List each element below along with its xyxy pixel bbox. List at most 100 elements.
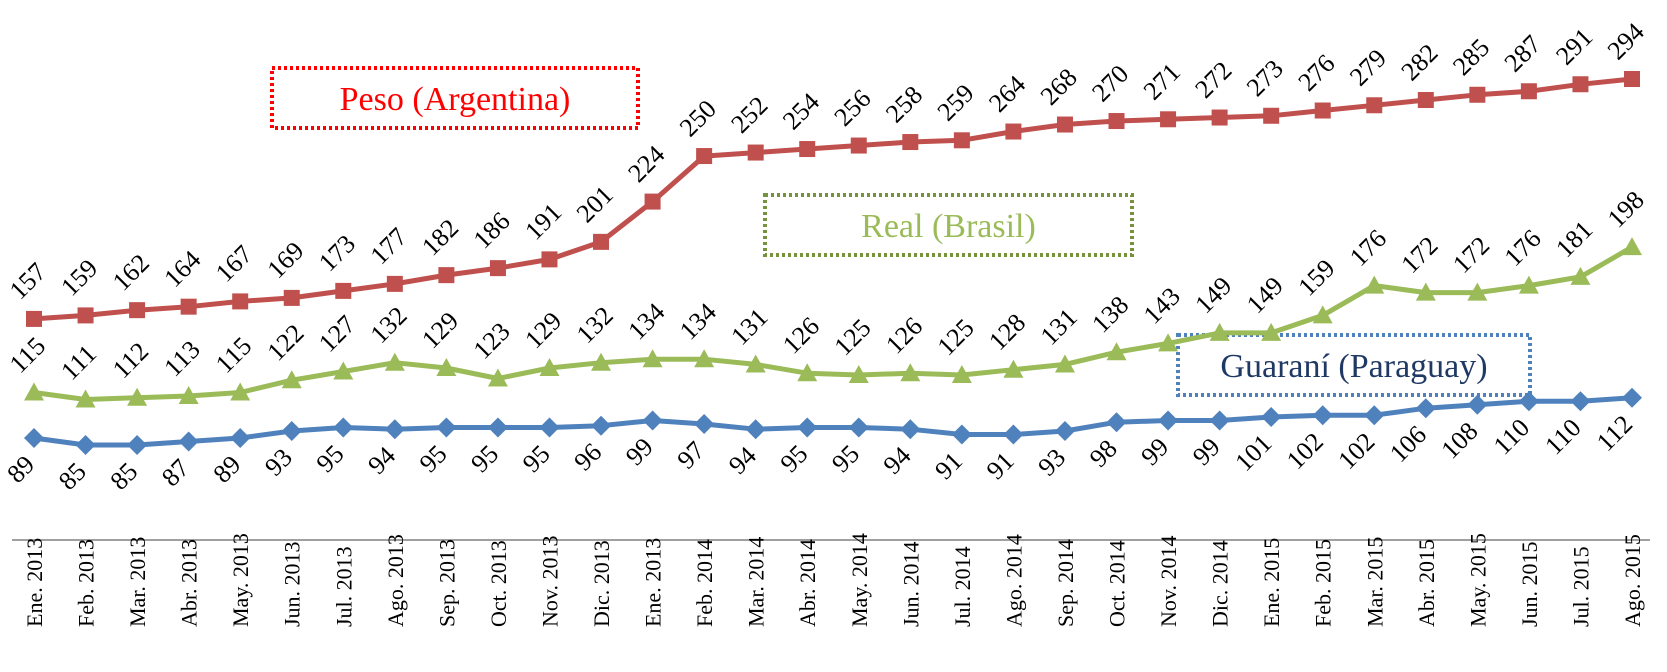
marker-real-brasil-26 (1364, 275, 1385, 294)
x-tick-label-23: Dic. 2014 (1208, 540, 1233, 627)
x-tick-label-2: Mar. 2013 (125, 537, 150, 627)
x-tick-label-24: Ene. 2015 (1259, 538, 1284, 627)
marker-peso-argentina-18 (953, 132, 970, 149)
data-label-real-brasil-12: 134 (622, 297, 670, 345)
marker-real-brasil-8 (436, 357, 457, 376)
data-label-guarani-paraguay-20: 93 (1032, 443, 1071, 482)
data-label-guarani-paraguay-4: 89 (208, 450, 247, 489)
marker-guarani-paraguay-24 (1261, 406, 1282, 427)
marker-guarani-paraguay-10 (539, 417, 560, 438)
data-label-guarani-paraguay-7: 94 (362, 441, 401, 480)
marker-guarani-paraguay-20 (1054, 420, 1075, 441)
data-label-peso-argentina-16: 256 (829, 84, 877, 132)
data-label-real-brasil-11: 132 (571, 301, 619, 349)
marker-real-brasil-11 (591, 352, 612, 371)
marker-guarani-paraguay-28 (1467, 394, 1488, 415)
marker-guarani-paraguay-11 (591, 415, 612, 436)
x-tick-label-26: Mar. 2015 (1362, 537, 1387, 627)
data-label-real-brasil-27: 172 (1396, 231, 1444, 279)
x-tick-label-3: Abr. 2013 (177, 539, 202, 627)
data-label-peso-argentina-3: 164 (158, 245, 206, 293)
x-tick-label-25: Feb. 2015 (1311, 539, 1336, 627)
data-label-peso-argentina-28: 285 (1447, 33, 1495, 81)
marker-real-brasil-9 (487, 368, 508, 387)
marker-guarani-paraguay-22 (1158, 410, 1179, 431)
x-tick-label-9: Oct. 2013 (486, 540, 511, 627)
marker-guarani-paraguay-8 (436, 417, 457, 438)
marker-real-brasil-3 (178, 385, 199, 404)
marker-real-brasil-19 (1003, 359, 1024, 378)
data-label-guarani-paraguay-3: 87 (156, 453, 195, 492)
marker-guarani-paraguay-29 (1518, 391, 1539, 412)
marker-real-brasil-5 (281, 370, 302, 389)
data-label-guarani-paraguay-15: 95 (775, 439, 814, 478)
data-label-real-brasil-7: 132 (365, 301, 413, 349)
data-label-real-brasil-23: 149 (1189, 271, 1237, 319)
x-tick-label-5: Jun. 2013 (280, 541, 305, 627)
x-tick-label-8: Sep. 2013 (434, 539, 459, 627)
data-label-real-brasil-13: 134 (674, 297, 722, 345)
data-label-peso-argentina-29: 287 (1499, 29, 1547, 77)
marker-peso-argentina-24 (1263, 107, 1280, 124)
data-label-real-brasil-31: 198 (1602, 185, 1650, 233)
marker-guarani-paraguay-7 (384, 419, 405, 440)
x-tick-label-31: Ago. 2015 (1620, 534, 1645, 627)
marker-peso-argentina-7 (386, 275, 403, 292)
legend-box-peso-argentina (270, 66, 640, 130)
data-label-real-brasil-24: 149 (1241, 271, 1289, 319)
data-label-peso-argentina-13: 250 (674, 94, 722, 142)
x-tick-label-11: Dic. 2013 (589, 540, 614, 627)
data-label-peso-argentina-12: 224 (622, 140, 670, 188)
data-label-real-brasil-4: 115 (210, 331, 257, 378)
data-label-peso-argentina-31: 294 (1602, 17, 1650, 65)
marker-peso-argentina-13 (696, 148, 713, 165)
data-label-real-brasil-10: 129 (519, 306, 567, 354)
x-tick-label-22: Nov. 2014 (1156, 536, 1181, 627)
data-label-real-brasil-9: 123 (468, 317, 516, 365)
marker-peso-argentina-19 (1005, 123, 1022, 140)
data-label-peso-argentina-11: 201 (571, 180, 619, 228)
data-label-peso-argentina-18: 259 (932, 78, 980, 126)
marker-peso-argentina-14 (747, 144, 764, 161)
marker-guarani-paraguay-14 (745, 419, 766, 440)
marker-real-brasil-25 (1312, 305, 1333, 324)
marker-real-brasil-21 (1106, 342, 1127, 361)
marker-guarani-paraguay-18 (951, 424, 972, 445)
marker-peso-argentina-0 (26, 310, 42, 327)
marker-real-brasil-2 (127, 387, 148, 406)
marker-guarani-paraguay-21 (1106, 412, 1127, 433)
data-label-guarani-paraguay-12: 99 (620, 432, 659, 471)
x-tick-label-15: Abr. 2014 (795, 539, 820, 627)
data-label-guarani-paraguay-0: 89 (1, 450, 40, 489)
x-tick-label-29: Jun. 2015 (1517, 541, 1542, 627)
data-label-guarani-paraguay-24: 101 (1229, 429, 1277, 477)
data-label-peso-argentina-27: 282 (1396, 38, 1444, 86)
marker-peso-argentina-25 (1314, 102, 1331, 119)
data-label-peso-argentina-1: 159 (55, 254, 103, 302)
data-label-real-brasil-6: 127 (313, 310, 361, 358)
x-tick-label-0: Ene. 2013 (22, 538, 47, 627)
data-label-real-brasil-2: 112 (107, 337, 154, 384)
marker-real-brasil-17 (900, 363, 921, 382)
data-label-real-brasil-18: 125 (932, 313, 980, 361)
marker-peso-argentina-26 (1366, 97, 1383, 114)
marker-guarani-paraguay-17 (900, 419, 921, 440)
data-label-real-brasil-3: 113 (158, 335, 205, 382)
marker-peso-argentina-28 (1469, 86, 1486, 103)
data-label-real-brasil-16: 125 (829, 313, 877, 361)
x-tick-label-7: Ago. 2013 (383, 534, 408, 627)
data-label-guarani-paraguay-30: 110 (1539, 413, 1586, 460)
data-label-guarani-paraguay-21: 98 (1084, 434, 1123, 473)
marker-real-brasil-12 (642, 349, 663, 368)
marker-peso-argentina-30 (1572, 76, 1589, 93)
series-line-peso-argentina (31, 76, 1635, 322)
marker-guarani-paraguay-2 (127, 435, 148, 456)
marker-real-brasil-18 (951, 364, 972, 383)
x-tick-label-21: Oct. 2014 (1105, 540, 1130, 627)
data-label-real-brasil-26: 176 (1344, 224, 1392, 272)
data-label-guarani-paraguay-16: 95 (826, 439, 865, 478)
legend-label-guarani-paraguay: Guaraní (Paraguay) (1220, 348, 1487, 385)
data-label-peso-argentina-24: 273 (1241, 54, 1289, 102)
data-label-guarani-paraguay-26: 102 (1332, 427, 1380, 475)
